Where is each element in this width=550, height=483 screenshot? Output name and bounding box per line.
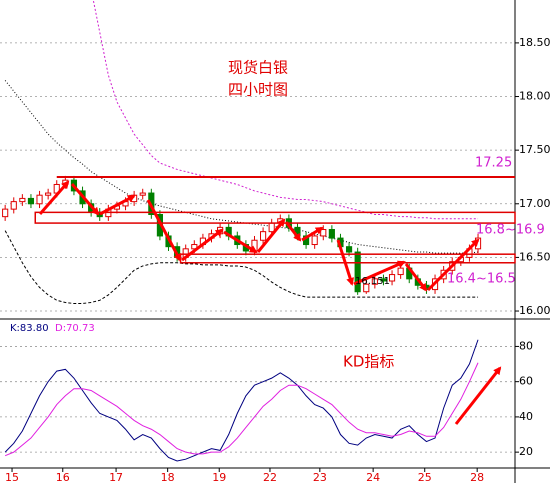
- arrow: [146, 199, 182, 262]
- y-tick-label: 60: [519, 375, 533, 388]
- candle-body: [354, 251, 361, 293]
- x-tick-label: 25: [418, 471, 432, 483]
- y-tick-label: 18.50: [519, 36, 550, 49]
- arrow: [336, 239, 354, 286]
- overlay-line: [4, 80, 479, 254]
- level-label: 17.25: [475, 156, 512, 171]
- candle-body: [260, 231, 267, 241]
- candle-body: [27, 197, 35, 205]
- y-tick-label: 17.50: [519, 143, 550, 156]
- low-label: 16.151: [355, 276, 390, 287]
- candle-body: [139, 192, 146, 196]
- annotation: 16.8~16.9: [476, 223, 545, 238]
- x-tick-label: 18: [161, 471, 175, 483]
- kd-line: [4, 339, 479, 462]
- y-tick-label: 40: [519, 410, 533, 423]
- annotations: 现货白银 四小时图 16.8~16.9 16.4~16.5 17.25 16.1…: [10, 59, 545, 425]
- candle-body: [10, 201, 17, 210]
- candle-body: [388, 274, 396, 282]
- candle-body: [363, 283, 370, 293]
- candle-body: [371, 278, 378, 285]
- arrow: [284, 221, 302, 242]
- candle-body: [380, 278, 387, 282]
- arrow: [99, 194, 136, 216]
- kd-line: [4, 362, 479, 457]
- chart-subtitle: 四小时图: [228, 81, 288, 99]
- x-tick-label: 19: [212, 471, 226, 483]
- candle-body: [19, 197, 26, 203]
- x-tick-label: 22: [263, 471, 277, 483]
- chart-title: KD指标: [343, 353, 394, 371]
- arrow: [426, 238, 480, 292]
- trend-arrows: [38, 180, 502, 425]
- annotation: 16.4~16.5: [447, 272, 516, 287]
- arrow: [181, 228, 224, 262]
- level-zone: [179, 253, 516, 264]
- y-tick-label: 17.00: [519, 197, 550, 210]
- y-tick-label: 80: [519, 339, 533, 352]
- arrow: [301, 226, 324, 242]
- x-tick-label: 23: [313, 471, 327, 483]
- arrow: [223, 230, 258, 254]
- overlays: [4, 0, 479, 305]
- x-tick-label: 28: [470, 471, 484, 483]
- level-zone: [34, 211, 516, 224]
- legend-entry: D:70.73: [55, 323, 95, 334]
- overlay-line: [92, 0, 479, 220]
- y-tick-label: 20: [519, 445, 533, 458]
- candle-body: [345, 246, 353, 253]
- candle-body: [311, 235, 318, 246]
- x-tick-label: 16: [56, 471, 70, 483]
- arrow: [256, 218, 286, 253]
- candle-body: [45, 192, 52, 196]
- candle-body: [320, 229, 327, 237]
- kd-lines: [4, 339, 479, 462]
- candle-body: [268, 222, 275, 233]
- arrow: [70, 183, 100, 216]
- arrow: [454, 366, 502, 425]
- x-tick-label: 15: [5, 471, 19, 483]
- arrow: [353, 260, 406, 286]
- chart-title: 现货白银: [228, 59, 288, 77]
- legend-entry: K:83.80: [10, 323, 49, 334]
- overlay-line: [4, 230, 479, 305]
- y-tick-label: 16.50: [519, 250, 550, 263]
- y-tick-label: 16.00: [519, 304, 550, 317]
- arrow: [38, 180, 70, 215]
- candle-body: [191, 244, 198, 250]
- candle-body: [397, 267, 404, 276]
- x-tick-label: 24: [366, 471, 380, 483]
- candle-body: [36, 194, 43, 205]
- x-tick-label: 17: [109, 471, 123, 483]
- candle-body: [328, 229, 335, 239]
- candle-body: [2, 208, 9, 218]
- y-tick-label: 18.00: [519, 90, 550, 103]
- arrow: [404, 263, 428, 292]
